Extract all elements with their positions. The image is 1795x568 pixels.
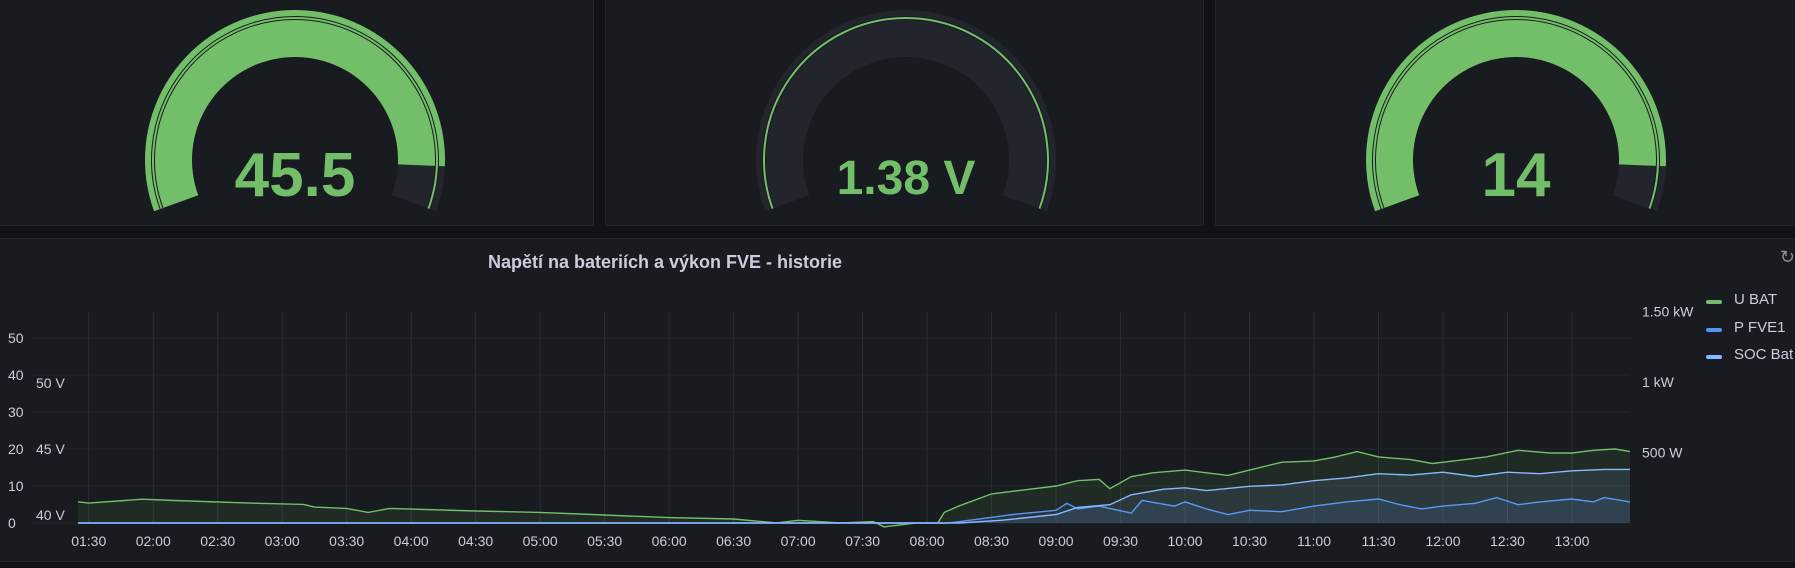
y-right-tick: 500 W — [1642, 445, 1683, 461]
history-chart[interactable]: 01:30 02:00 02:30 03:00 03:30 04:00 04:30 05:00… — [0, 239, 1795, 561]
gauge-track — [756, 10, 1056, 212]
gauge-1: 45.5 — [145, 10, 446, 212]
x-tick-label: 10:30 — [1232, 533, 1267, 549]
y-left-outer-tick: 40 — [8, 367, 24, 383]
history-panel[interactable]: Napětí na bateriích a výkon FVE - histor… — [0, 238, 1795, 562]
x-tick-label: 07:00 — [781, 533, 816, 549]
y-left-inner-tick: 40 V — [36, 507, 65, 523]
gauge-fill — [1366, 10, 1666, 212]
y-left-outer-tick: 30 — [8, 404, 24, 420]
gauge-threshold-ring — [763, 17, 1049, 209]
legend-label: U BAT — [1734, 291, 1778, 308]
x-tick-label: 10:00 — [1168, 533, 1203, 549]
x-tick-label: 01:30 — [71, 533, 106, 549]
gauge-threshold-ring — [152, 17, 438, 209]
series-area-soc-bat — [78, 469, 1630, 523]
series-area-u-bat — [78, 449, 1630, 527]
gauge-threshold-ring — [1373, 17, 1659, 209]
x-tick-label: 08:00 — [910, 533, 945, 549]
legend-label: P FVE1 — [1734, 318, 1786, 336]
gauge-value: 14 — [1482, 141, 1551, 210]
legend-swatch-ubat — [1706, 300, 1722, 304]
gauge-fill — [145, 10, 446, 212]
gauge-3: 14 — [1366, 10, 1666, 212]
series-area-p-fve1 — [78, 497, 1630, 523]
y-left-inner-tick: 50 V — [36, 375, 65, 391]
x-tick-label: 04:30 — [458, 533, 493, 549]
gauge-value: 45.5 — [235, 141, 356, 210]
y-left-outer-tick: 50 — [8, 330, 24, 346]
y-right-tick: 1.50 kW — [1642, 304, 1694, 320]
x-tick-label: 05:00 — [523, 533, 558, 549]
x-tick-label: 04:00 — [394, 533, 429, 549]
x-tick-label: 06:00 — [652, 533, 687, 549]
x-tick-label: 12:30 — [1490, 533, 1525, 549]
y-left-inner-tick: 45 V — [36, 441, 65, 457]
x-tick-label: 09:00 — [1039, 533, 1074, 549]
x-tick-label: 11:00 — [1297, 533, 1331, 549]
x-tick-label: 08:30 — [974, 533, 1009, 549]
x-tick-label: 09:30 — [1103, 533, 1138, 549]
x-tick-label: 12:00 — [1425, 533, 1460, 549]
x-tick-label: 11:30 — [1361, 533, 1395, 549]
refresh-icon[interactable]: ↻ — [1779, 247, 1795, 267]
x-tick-label: 02:30 — [200, 533, 235, 549]
y-right-tick: 1 kW — [1642, 374, 1675, 390]
y-left-outer-tick: 0 — [8, 515, 16, 531]
gauge-2: 1.38 V — [756, 10, 1056, 212]
gauge-panel-voltage[interactable]: 1.38 V — [605, 0, 1204, 226]
gauge-panel-soc[interactable]: 14 — [1215, 0, 1795, 226]
x-tick-label: 03:00 — [265, 533, 300, 549]
series-line-u-bat — [77, 448, 1631, 528]
legend-label: SOC Bat — [1734, 346, 1794, 363]
x-tick-label: 02:00 — [136, 533, 171, 549]
legend-swatch-pfve1 — [1706, 327, 1722, 332]
y-left-outer-tick: 10 — [8, 478, 24, 494]
panel-title: Napětí na bateriích a výkon FVE - histor… — [487, 252, 843, 272]
gauge-panel-ubat[interactable]: 45.5 — [0, 0, 594, 226]
x-tick-label: 05:30 — [587, 533, 622, 549]
x-tick-label: 06:30 — [716, 533, 751, 549]
gauge-value: 1.38 V — [837, 152, 976, 205]
series-line-p-fve1 — [78, 496, 1631, 524]
chart-grid — [32, 312, 1630, 524]
x-tick-label: 13:00 — [1554, 533, 1589, 549]
x-tick-label: 03:30 — [329, 533, 364, 549]
series-line-soc-bat — [78, 468, 1630, 524]
y-left-outer-tick: 20 — [8, 441, 24, 457]
legend-swatch-socbat — [1706, 355, 1722, 359]
x-tick-label: 07:30 — [845, 533, 880, 549]
